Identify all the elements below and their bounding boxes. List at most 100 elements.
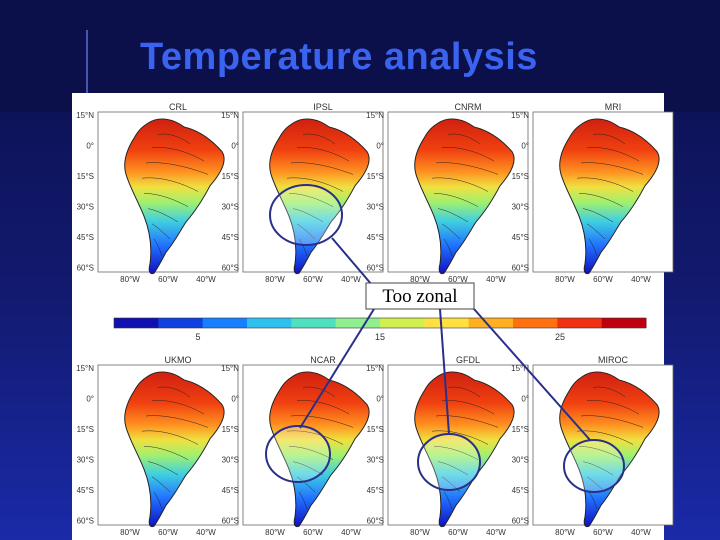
panel-model-label: GFDL xyxy=(456,355,480,365)
isotherm-line xyxy=(153,491,163,510)
isotherm-line xyxy=(151,147,205,162)
colorbar-segment xyxy=(601,318,647,328)
isotherm-line xyxy=(147,208,179,223)
lon-tick-label: 60°W xyxy=(158,275,178,284)
lat-tick-label: 15°N xyxy=(76,111,94,120)
isotherm-line xyxy=(443,491,453,510)
lat-tick-label: 60°S xyxy=(222,264,239,273)
lat-tick-label: 15°S xyxy=(222,172,239,181)
lat-tick-label: 45°S xyxy=(367,486,384,495)
panel-model-label: NCAR xyxy=(310,355,336,365)
isotherm-line xyxy=(441,223,461,240)
isotherm-line xyxy=(296,223,316,240)
isotherm-line xyxy=(292,208,324,223)
panel-model-label: MIROC xyxy=(598,355,628,365)
colorbar-segment xyxy=(158,318,204,328)
isotherm-line xyxy=(592,386,626,398)
highlight-ellipse xyxy=(563,439,625,493)
lat-tick-label: 0° xyxy=(86,395,94,404)
lon-tick-label: 40°W xyxy=(196,528,216,537)
lat-tick-label: 15°N xyxy=(366,364,384,373)
lat-tick-label: 15°S xyxy=(367,172,384,181)
lat-tick-label: 60°S xyxy=(222,517,239,526)
map-panel-gfdl: GFDL 15°N 0° 15°S 30°S 45°S 60°S 80°W 60°W 40°W xyxy=(366,355,529,537)
lon-tick-label: 40°W xyxy=(486,528,506,537)
isotherm-line xyxy=(145,415,209,428)
lat-tick-label: 60°S xyxy=(77,517,94,526)
isotherm-line xyxy=(441,147,495,162)
colorbar-tick-label: 15 xyxy=(375,332,385,342)
isotherm-line xyxy=(580,415,644,428)
isotherm-line xyxy=(431,430,489,445)
continent-shape xyxy=(414,118,515,275)
lat-tick-label: 15°S xyxy=(367,425,384,434)
lat-tick-label: 30°S xyxy=(512,456,529,465)
continent-shape xyxy=(559,371,660,528)
isotherm-line xyxy=(437,208,469,223)
continent-shape xyxy=(269,371,370,528)
isotherm-line xyxy=(441,476,461,493)
lat-tick-label: 30°S xyxy=(367,203,384,212)
lat-tick-label: 45°S xyxy=(512,233,529,242)
isotherm-line xyxy=(586,223,606,240)
isotherm-line xyxy=(580,162,644,175)
lon-tick-label: 80°W xyxy=(410,275,430,284)
panel-model-label: CNRM xyxy=(455,102,482,112)
colorbar-segment xyxy=(557,318,603,328)
lon-tick-label: 80°W xyxy=(265,528,285,537)
lat-tick-label: 15°N xyxy=(221,364,239,373)
lat-tick-label: 0° xyxy=(376,142,384,151)
isotherm-line xyxy=(157,133,191,145)
panel-model-label: CRL xyxy=(169,102,187,112)
isotherm-line xyxy=(578,446,624,460)
colorbar-segment xyxy=(380,318,425,328)
isotherm-line xyxy=(296,400,350,415)
map-panel-miroc: MIROC 15°N 0° 15°S 30°S 45°S 60°S 80°W 60°W 40°W xyxy=(511,355,674,537)
annotation-label: Too zonal xyxy=(382,286,457,307)
continent-shape xyxy=(559,118,660,275)
lat-tick-label: 0° xyxy=(231,395,239,404)
lon-tick-label: 60°W xyxy=(303,528,323,537)
colorbar-segment xyxy=(424,318,470,328)
lat-tick-label: 0° xyxy=(231,142,239,151)
colorbar-segment xyxy=(513,318,558,328)
highlight-ellipse xyxy=(265,425,331,483)
isotherm-line xyxy=(151,476,171,493)
lat-tick-label: 45°S xyxy=(222,233,239,242)
lat-tick-label: 15°N xyxy=(76,364,94,373)
panel-model-label: MRI xyxy=(605,102,622,112)
lon-tick-label: 80°W xyxy=(555,528,575,537)
lat-tick-label: 60°S xyxy=(512,517,529,526)
lat-tick-label: 45°S xyxy=(77,486,94,495)
isotherm-line xyxy=(578,193,624,207)
annotation-connector xyxy=(439,308,450,435)
lat-tick-label: 60°S xyxy=(367,517,384,526)
lat-tick-label: 30°S xyxy=(222,456,239,465)
lat-tick-label: 15°S xyxy=(512,425,529,434)
temperature-colorbar: 5 15 25 xyxy=(113,317,647,342)
lon-tick-label: 80°W xyxy=(555,275,575,284)
lat-tick-label: 15°S xyxy=(512,172,529,181)
isotherm-line xyxy=(141,430,199,445)
isotherm-line xyxy=(153,238,163,257)
highlight-ellipse xyxy=(417,433,481,491)
isotherm-line xyxy=(431,177,489,192)
lat-tick-label: 15°N xyxy=(366,111,384,120)
lon-tick-label: 40°W xyxy=(341,528,361,537)
lat-tick-label: 0° xyxy=(376,395,384,404)
isotherm-line xyxy=(151,400,205,415)
isotherm-line xyxy=(143,446,189,460)
isotherm-line xyxy=(298,238,308,257)
continent-shape xyxy=(124,371,225,528)
lon-tick-label: 40°W xyxy=(196,275,216,284)
lat-tick-label: 30°S xyxy=(77,203,94,212)
lat-tick-label: 30°S xyxy=(222,203,239,212)
lon-tick-label: 80°W xyxy=(265,275,285,284)
lat-tick-label: 30°S xyxy=(367,456,384,465)
lat-tick-label: 15°N xyxy=(511,364,529,373)
lon-tick-label: 40°W xyxy=(486,275,506,284)
lat-tick-label: 0° xyxy=(86,142,94,151)
lon-tick-label: 60°W xyxy=(593,275,613,284)
highlight-ellipse xyxy=(269,184,343,246)
